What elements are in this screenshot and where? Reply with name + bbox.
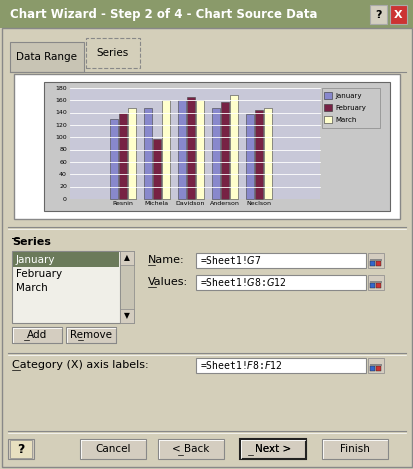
Bar bbox=[369, 260, 374, 265]
Bar bbox=[211, 108, 219, 199]
Bar bbox=[12, 327, 62, 343]
Text: Name:: Name: bbox=[147, 255, 184, 265]
Bar bbox=[120, 251, 134, 323]
Bar bbox=[375, 282, 380, 287]
Text: Next >: Next > bbox=[254, 444, 290, 454]
Bar bbox=[44, 82, 389, 211]
Bar bbox=[12, 251, 120, 323]
Text: January: January bbox=[16, 255, 55, 265]
Text: Cancel: Cancel bbox=[95, 444, 131, 454]
Text: Resnin: Resnin bbox=[112, 201, 133, 206]
Bar bbox=[128, 108, 136, 199]
Bar bbox=[323, 116, 331, 123]
Text: Davidson: Davidson bbox=[176, 201, 205, 206]
Text: < Back: < Back bbox=[172, 444, 209, 454]
Text: Category (X) axis labels:: Category (X) axis labels: bbox=[12, 360, 148, 370]
Text: Anderson: Anderson bbox=[209, 201, 239, 206]
Text: 180: 180 bbox=[55, 85, 67, 91]
Bar bbox=[195, 100, 204, 199]
Text: ▲: ▲ bbox=[124, 254, 130, 263]
Bar bbox=[13, 252, 119, 267]
Text: Michela: Michela bbox=[144, 201, 168, 206]
Text: =Sheet1!$G$7: =Sheet1!$G$7 bbox=[199, 254, 261, 265]
Text: March: March bbox=[334, 116, 356, 122]
Bar bbox=[254, 110, 262, 199]
Bar bbox=[321, 439, 387, 459]
Text: Values:: Values: bbox=[147, 277, 188, 287]
Bar bbox=[195, 358, 365, 373]
Text: =Sheet1!$F$8:$F$12: =Sheet1!$F$8:$F$12 bbox=[199, 359, 282, 371]
Text: 160: 160 bbox=[55, 98, 67, 103]
Text: March: March bbox=[16, 282, 47, 293]
Bar bbox=[369, 364, 381, 366]
Bar bbox=[120, 309, 134, 323]
Bar bbox=[80, 439, 146, 459]
Bar bbox=[263, 108, 271, 199]
Text: 40: 40 bbox=[59, 172, 67, 177]
Text: X: X bbox=[393, 9, 402, 20]
Text: 100: 100 bbox=[55, 135, 67, 140]
Text: Neclson: Neclson bbox=[245, 201, 271, 206]
Bar bbox=[161, 100, 170, 199]
Bar bbox=[240, 439, 305, 459]
Bar bbox=[66, 327, 116, 343]
Text: Data Range: Data Range bbox=[17, 52, 77, 62]
Text: 60: 60 bbox=[59, 159, 67, 165]
Bar bbox=[369, 366, 374, 371]
Text: February: February bbox=[334, 105, 365, 111]
Bar bbox=[321, 88, 379, 128]
Text: 140: 140 bbox=[55, 110, 67, 115]
Text: ?: ? bbox=[17, 442, 25, 455]
Text: Series: Series bbox=[12, 237, 51, 247]
Text: 20: 20 bbox=[59, 184, 67, 189]
Bar bbox=[119, 113, 127, 199]
Bar bbox=[369, 5, 386, 24]
Text: January: January bbox=[334, 92, 361, 98]
Bar bbox=[369, 280, 381, 282]
Bar bbox=[245, 114, 254, 199]
Bar bbox=[367, 274, 383, 289]
Text: Finish: Finish bbox=[339, 444, 369, 454]
Bar bbox=[230, 95, 237, 199]
Text: ▼: ▼ bbox=[124, 311, 130, 320]
Text: ?: ? bbox=[374, 9, 381, 20]
Bar bbox=[240, 439, 305, 459]
Text: Chart Wizard - Step 2 of 4 - Chart Source Data: Chart Wizard - Step 2 of 4 - Chart Sourc… bbox=[10, 8, 317, 21]
Bar bbox=[369, 282, 374, 287]
Bar bbox=[187, 97, 195, 199]
Bar bbox=[221, 102, 228, 199]
Text: February: February bbox=[16, 268, 62, 279]
Bar bbox=[10, 440, 32, 458]
Bar bbox=[86, 38, 140, 68]
Bar bbox=[367, 252, 383, 267]
Text: 80: 80 bbox=[59, 147, 67, 152]
Bar bbox=[369, 258, 381, 260]
Text: 0: 0 bbox=[63, 197, 67, 202]
Bar bbox=[144, 108, 152, 199]
Text: Series: Series bbox=[97, 48, 129, 58]
Bar bbox=[8, 439, 34, 459]
Bar bbox=[195, 252, 365, 267]
Bar bbox=[158, 439, 223, 459]
Bar bbox=[375, 366, 380, 371]
Text: Next >: Next > bbox=[254, 444, 290, 454]
Bar bbox=[110, 119, 118, 199]
Bar bbox=[195, 274, 365, 289]
Bar bbox=[323, 104, 331, 111]
Bar bbox=[14, 74, 399, 219]
Bar bbox=[70, 88, 319, 199]
Bar bbox=[153, 138, 161, 199]
Text: Add: Add bbox=[27, 330, 47, 340]
Bar bbox=[120, 251, 134, 265]
Text: 120: 120 bbox=[55, 122, 67, 128]
Text: =Sheet1!$G$8:$G$12: =Sheet1!$G$8:$G$12 bbox=[199, 275, 286, 287]
Bar bbox=[0, 0, 413, 28]
Text: Remove: Remove bbox=[70, 330, 112, 340]
Bar bbox=[10, 42, 84, 72]
Bar bbox=[389, 5, 406, 24]
Bar bbox=[367, 358, 383, 373]
Bar bbox=[178, 100, 185, 199]
Bar bbox=[375, 260, 380, 265]
Bar bbox=[323, 92, 331, 99]
